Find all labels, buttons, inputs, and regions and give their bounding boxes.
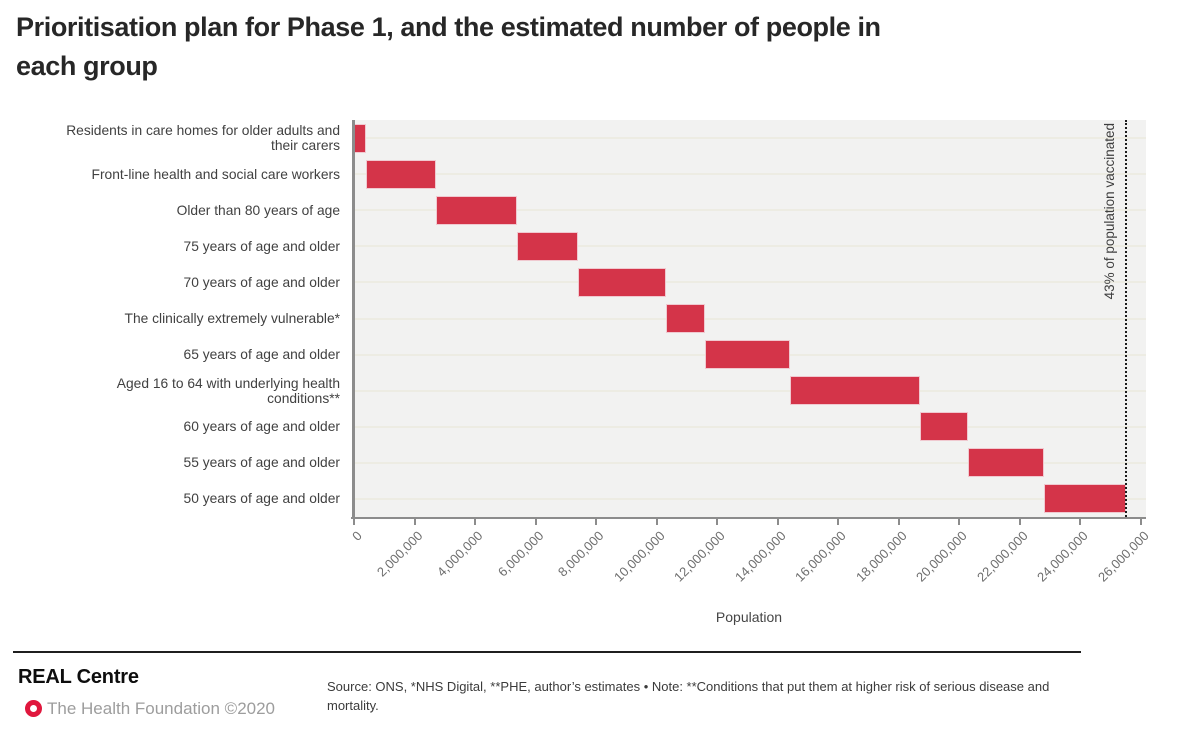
source-note-line-1: Source: ONS, *NHS Digital, **PHE, author… [327, 679, 1050, 694]
y-axis-category-label: Residents in care homes for older adults… [0, 120, 340, 156]
y-axis-category-label: Older than 80 years of age [0, 192, 340, 228]
row-gridline [352, 137, 1146, 140]
bar-segment [435, 195, 518, 225]
y-axis-category-label: 75 years of age and older [0, 228, 340, 264]
x-axis-tick-label-text: 18,000,000 [852, 528, 910, 585]
source-note-line-2: mortality. [327, 697, 379, 713]
x-axis-tick [353, 519, 355, 525]
y-axis-category-label-line: 65 years of age and older [183, 347, 340, 363]
y-axis-category-label-line: The clinically extremely vulnerable* [124, 310, 340, 326]
attribution-text: The Health Foundation ©2020 [47, 699, 276, 718]
y-axis-category-label-line: 55 years of age and older [183, 455, 340, 471]
x-axis-tick [837, 519, 840, 525]
y-axis-category-label-line: 50 years of age and older [183, 491, 340, 507]
row-gridline [352, 425, 1146, 428]
row-gridline [352, 389, 1146, 392]
bar-segment [517, 231, 578, 261]
y-axis-line [352, 120, 355, 517]
x-axis-tick-label-text: 16,000,000 [792, 528, 849, 585]
x-axis-tick-label-text: 12,000,000 [671, 528, 728, 585]
x-axis-tick-label-text: 14,000,000 [731, 528, 789, 585]
x-axis-tick [716, 519, 719, 525]
bar-segment [665, 304, 706, 333]
y-axis-category-label-line: their carers [270, 138, 340, 154]
y-axis-category-label-line: Residents in care homes for older adults… [66, 123, 340, 139]
row-gridline [352, 245, 1146, 248]
source-note: Source: ONS, *NHS Digital, **PHE, author… [327, 678, 1087, 715]
y-axis-category-label: Front-line health and social care worker… [0, 156, 340, 192]
y-axis-category-label: 70 years of age and older [0, 264, 340, 300]
y-axis-category-label: Aged 16 to 64 with underlying health cond… [0, 373, 340, 409]
x-axis-line [351, 516, 1146, 519]
x-axis-tick-label-text: 0 [348, 528, 365, 544]
x-axis-tick [958, 519, 961, 525]
x-axis-tick-label-text: 24,000,000 [1034, 528, 1092, 585]
footer-divider [13, 651, 1081, 653]
bar-segment [1044, 484, 1126, 514]
bar-segment [705, 340, 790, 370]
chart-title: Prioritisation plan for Phase 1, and the… [16, 8, 1176, 86]
bar-segment [920, 412, 969, 442]
bar-segment [354, 123, 367, 153]
bar-segment [789, 376, 921, 406]
y-axis-category-label-line: conditions** [267, 390, 340, 406]
bar-segment [968, 448, 1045, 478]
x-axis-tick [655, 519, 658, 525]
annotation-percent-vaccinated: 43% of population vaccinated [1101, 123, 1117, 300]
target-dotted-line [1124, 120, 1127, 517]
x-axis-tick [595, 519, 598, 525]
x-axis-tick-label-text: 26,000,000 [1094, 528, 1152, 585]
chart-title-line-1: Prioritisation plan for Phase 1, and the… [16, 12, 881, 42]
x-axis-title: Population [715, 609, 783, 625]
real-centre-wordmark: REAL Centre [18, 666, 139, 688]
x-axis-tick [413, 519, 416, 525]
row-gridline [352, 317, 1146, 320]
x-axis-tick [1139, 519, 1142, 525]
y-axis-category-label-line: Older than 80 years of age [176, 202, 340, 218]
x-axis-tick [776, 519, 779, 525]
x-axis-tick [897, 519, 900, 525]
y-axis-category-label: 50 years of age and older [0, 481, 340, 517]
y-axis-category-label-line: Aged 16 to 64 with underlying health [116, 375, 340, 391]
x-axis-tick [1018, 519, 1021, 525]
x-axis-tick-label-text: 2,000,000 [373, 528, 426, 580]
x-axis-tick-label-text: 8,000,000 [555, 528, 607, 580]
bar-segment [366, 159, 436, 189]
x-axis-tick-label-text: 4,000,000 [434, 528, 486, 580]
y-axis-category-label-line: 75 years of age and older [183, 238, 340, 254]
y-axis-category-label-line: 70 years of age and older [183, 274, 340, 290]
y-axis-category-label: The clinically extremely vulnerable* [0, 300, 340, 336]
x-axis-tick-label-text: 10,000,000 [610, 528, 668, 585]
y-axis-category-label: 55 years of age and older [0, 445, 340, 481]
row-gridline [352, 497, 1146, 500]
y-axis-category-label-line: Front-line health and social care worker… [91, 166, 340, 182]
x-axis-tick [474, 519, 477, 525]
health-foundation-logo-icon [25, 700, 42, 717]
row-gridline [352, 173, 1146, 176]
row-gridline [352, 281, 1146, 284]
y-axis-category-label-line: 60 years of age and older [183, 419, 340, 435]
x-axis-tick [1079, 519, 1082, 525]
x-axis-tick-label-text: 22,000,000 [973, 528, 1031, 585]
x-axis-tick-label-text: 6,000,000 [494, 528, 547, 580]
row-gridline [352, 209, 1146, 212]
y-axis-category-label: 65 years of age and older [0, 337, 340, 373]
y-axis-category-label: 60 years of age and older [0, 409, 340, 445]
x-axis-tick-label-text: 20,000,000 [913, 528, 970, 585]
chart-title-line-2: each group [16, 51, 158, 81]
row-gridline [352, 461, 1146, 464]
bar-segment [577, 267, 666, 297]
x-axis-tick [534, 519, 537, 525]
